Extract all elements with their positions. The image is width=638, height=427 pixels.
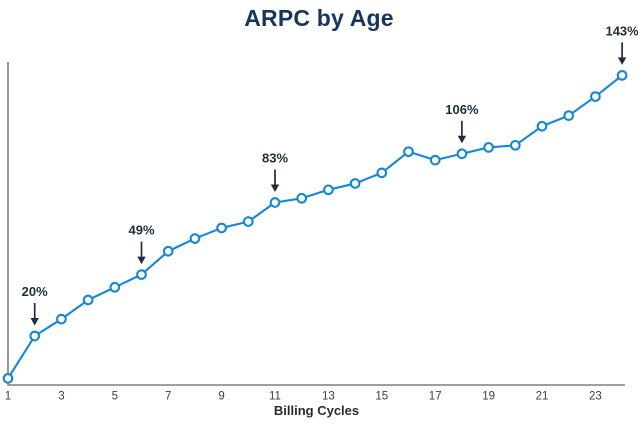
- data-point-marker: [376, 167, 388, 179]
- data-point-marker: [536, 120, 548, 132]
- data-point-marker: [456, 148, 468, 160]
- data-point-marker: [296, 192, 308, 204]
- data-point-marker: [242, 216, 254, 227]
- data-point-marker: [56, 313, 67, 325]
- data-point-marker: [509, 139, 521, 151]
- data-point-marker: [323, 184, 334, 196]
- chart-title: ARPC by Age: [244, 5, 394, 31]
- annotation-label: 106%: [445, 102, 479, 117]
- x-tick-label: 23: [589, 391, 602, 403]
- annotation-arrowhead-icon: [270, 184, 280, 193]
- x-tick-label: 7: [165, 391, 171, 403]
- series-line: [7, 74, 623, 379]
- annotation-label: 143%: [605, 23, 638, 38]
- annotation-label: 49%: [128, 223, 154, 238]
- x-tick-label: 21: [536, 391, 549, 403]
- data-point-marker: [216, 222, 227, 234]
- x-tick-label: 17: [429, 391, 442, 403]
- data-point-marker: [563, 110, 575, 121]
- annotation-arrowhead-icon: [30, 318, 39, 326]
- data-point-marker: [483, 142, 494, 153]
- data-point-marker: [403, 146, 414, 158]
- data-point-marker: [269, 197, 281, 208]
- data-point-marker: [189, 233, 201, 244]
- x-tick-label: 15: [375, 391, 388, 403]
- data-point-marker: [136, 269, 147, 280]
- data-point-marker: [429, 154, 441, 166]
- x-tick-label: 1: [5, 391, 11, 403]
- x-tick-label: 3: [58, 391, 64, 403]
- axis-lines: [7, 62, 625, 386]
- annotation-label: 83%: [262, 151, 288, 166]
- x-tick-label: 9: [218, 391, 224, 403]
- annotation-arrowhead-icon: [617, 57, 627, 65]
- data-point-marker: [109, 281, 121, 293]
- x-tick-label: 19: [482, 391, 495, 403]
- data-point-marker: [590, 91, 601, 102]
- data-point-marker: [162, 245, 174, 257]
- data-point-marker: [349, 178, 361, 189]
- data-point-marker: [2, 373, 14, 384]
- annotation-arrowhead-icon: [137, 256, 146, 265]
- data-point-marker: [29, 330, 41, 342]
- x-tick-label: 13: [322, 391, 335, 403]
- data-point-marker: [82, 294, 94, 306]
- x-tick-label: 11: [269, 391, 281, 403]
- annotation-arrowhead-icon: [457, 135, 467, 144]
- annotation-label: 20%: [22, 284, 48, 299]
- x-axis-label: Billing Cycles: [273, 403, 360, 418]
- x-tick-label: 5: [112, 391, 118, 403]
- data-point-marker: [616, 70, 628, 81]
